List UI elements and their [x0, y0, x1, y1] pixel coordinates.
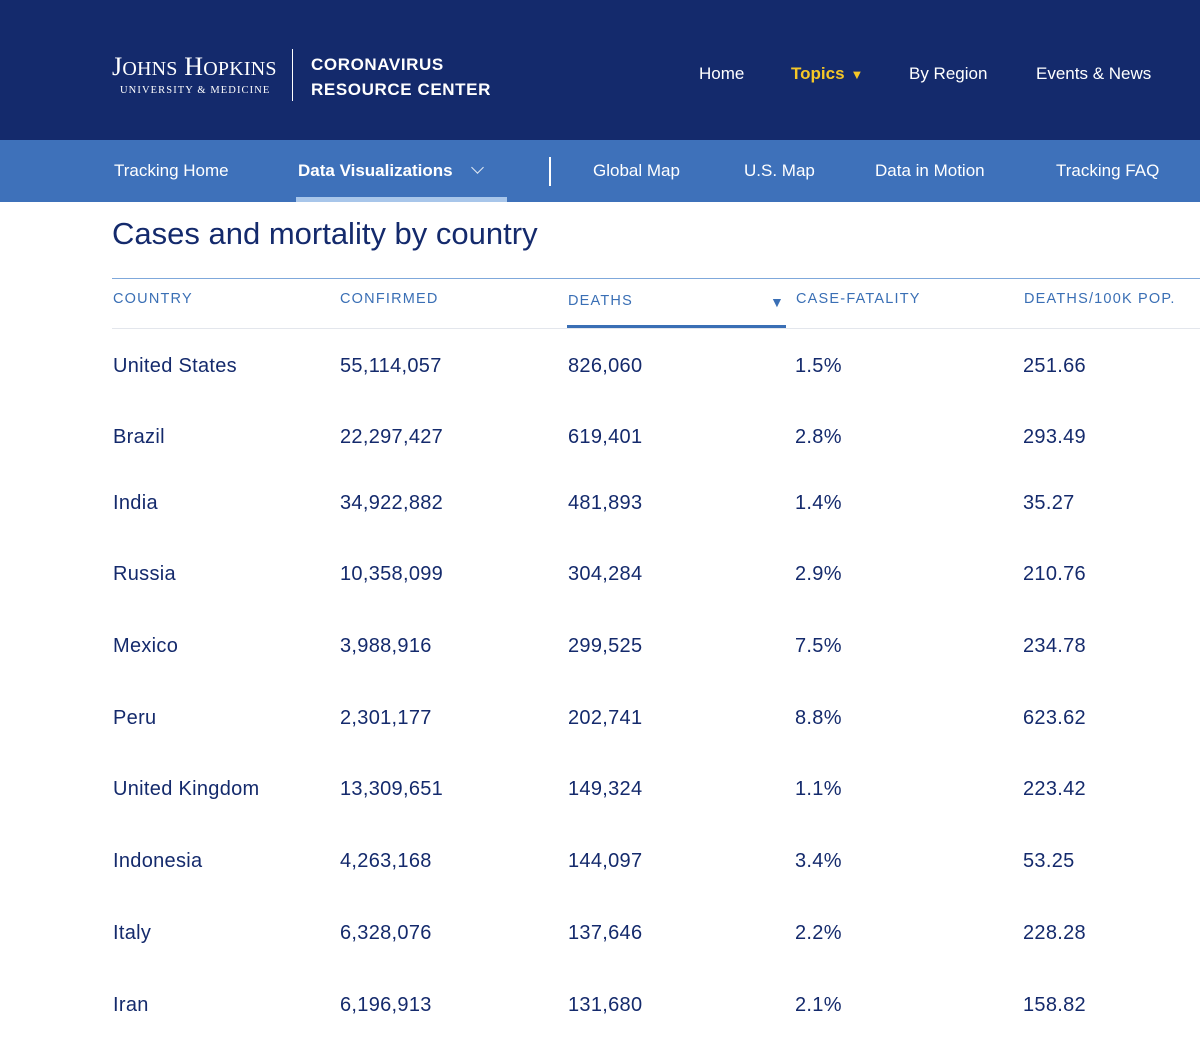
- cell-confirmed: 4,263,168: [340, 850, 432, 873]
- cell-confirmed: 10,358,099: [340, 563, 444, 586]
- cell-country: Brazil: [113, 425, 165, 448]
- cell-deaths-per-100k: 223.42: [1023, 778, 1086, 801]
- cell-deaths-per-100k: 53.25: [1023, 850, 1075, 873]
- subnav-global-map[interactable]: Global Map: [593, 161, 680, 180]
- subnav-data-visualizations-label: Data Visualizations: [298, 161, 453, 180]
- cell-case-fatality: 2.9%: [795, 563, 842, 586]
- cell-deaths-per-100k: 234.78: [1023, 635, 1086, 658]
- logo-main-text: JOHNS HOPKINS: [112, 52, 277, 81]
- cell-deaths-per-100k: 293.49: [1023, 425, 1086, 448]
- cell-deaths: 144,097: [568, 850, 643, 873]
- table-row[interactable]: Mexico 3,988,916 299,525 7.5% 234.78: [112, 611, 1200, 683]
- table-body: United States 55,114,057 826,060 1.5% 25…: [112, 331, 1200, 1041]
- cell-deaths: 619,401: [568, 425, 643, 448]
- cell-deaths: 137,646: [568, 921, 643, 944]
- sort-descending-icon[interactable]: ▼: [770, 294, 784, 310]
- cell-country: Mexico: [113, 635, 179, 658]
- cell-deaths-per-100k: 228.28: [1023, 921, 1086, 944]
- cell-case-fatality: 8.8%: [795, 706, 842, 729]
- active-tab-indicator: [296, 197, 507, 202]
- tracking-subnav: [0, 140, 1200, 202]
- cell-case-fatality: 1.4%: [795, 491, 842, 514]
- cell-deaths: 481,893: [568, 491, 643, 514]
- cell-deaths-per-100k: 35.27: [1023, 491, 1075, 514]
- cell-deaths: 202,741: [568, 706, 643, 729]
- table-row[interactable]: Italy 6,328,076 137,646 2.2% 228.28: [112, 898, 1200, 970]
- cell-country: United States: [113, 355, 237, 377]
- site-header: [0, 0, 1200, 140]
- cell-deaths: 149,324: [568, 778, 643, 801]
- column-header-deaths-per-100k[interactable]: DEATHS/100K POP.: [1024, 291, 1176, 307]
- nav-topics-label: Topics: [791, 64, 845, 83]
- subnav-divider: [549, 157, 551, 186]
- cell-deaths: 826,060: [568, 355, 643, 377]
- cell-deaths-per-100k: 623.62: [1023, 706, 1086, 729]
- table-row[interactable]: Brazil 22,297,427 619,401 2.8% 293.49: [112, 403, 1200, 468]
- nav-home[interactable]: Home: [699, 64, 745, 83]
- site-title[interactable]: CORONAVIRUS RESOURCE CENTER: [311, 52, 491, 102]
- nav-events-news[interactable]: Events & News: [1036, 64, 1152, 83]
- cell-deaths-per-100k: 210.76: [1023, 563, 1086, 586]
- cell-deaths: 131,680: [568, 993, 643, 1016]
- cell-confirmed: 55,114,057: [340, 355, 442, 377]
- table-row[interactable]: India 34,922,882 481,893 1.4% 35.27: [112, 468, 1200, 540]
- cell-deaths-per-100k: 251.66: [1023, 355, 1086, 377]
- column-header-case-fatality[interactable]: CASE-FATALITY: [796, 291, 921, 307]
- cell-deaths: 299,525: [568, 635, 643, 658]
- cell-country: Italy: [113, 921, 152, 944]
- cell-country: Indonesia: [113, 850, 203, 873]
- site-title-line1: CORONAVIRUS: [311, 55, 444, 74]
- cell-confirmed: 22,297,427: [340, 425, 444, 448]
- table-row[interactable]: Peru 2,301,177 202,741 8.8% 623.62: [112, 683, 1200, 755]
- subnav-us-map[interactable]: U.S. Map: [744, 161, 815, 180]
- subnav-data-in-motion[interactable]: Data in Motion: [875, 161, 985, 180]
- table-row[interactable]: Russia 10,358,099 304,284 2.9% 210.76: [112, 539, 1200, 611]
- cell-case-fatality: 1.5%: [795, 355, 842, 377]
- cell-case-fatality: 1.1%: [795, 778, 842, 801]
- chevron-down-icon: [470, 161, 484, 174]
- column-header-country[interactable]: COUNTRY: [113, 291, 193, 307]
- table-row[interactable]: United States 55,114,057 826,060 1.5% 25…: [112, 331, 1200, 403]
- cell-country: India: [113, 491, 158, 514]
- table-row[interactable]: United Kingdom 13,309,651 149,324 1.1% 2…: [112, 754, 1200, 826]
- cell-confirmed: 34,922,882: [340, 491, 444, 514]
- table-header-border: [112, 328, 1200, 329]
- caret-down-icon: ▼: [850, 67, 864, 82]
- cell-confirmed: 6,328,076: [340, 921, 432, 944]
- nav-by-region[interactable]: By Region: [909, 64, 988, 83]
- nav-topics[interactable]: Topics ▼: [791, 64, 863, 84]
- cell-case-fatality: 2.1%: [795, 993, 842, 1016]
- table-row[interactable]: Iran 6,196,913 131,680 2.1% 158.82: [112, 970, 1200, 1042]
- column-header-deaths[interactable]: DEATHS: [568, 293, 633, 309]
- cell-confirmed: 6,196,913: [340, 993, 432, 1016]
- table-top-border: [112, 278, 1200, 279]
- cell-country: Peru: [113, 706, 157, 729]
- cell-country: Iran: [113, 993, 149, 1016]
- cell-confirmed: 2,301,177: [340, 706, 432, 729]
- cell-case-fatality: 7.5%: [795, 635, 842, 658]
- table-row[interactable]: Indonesia 4,263,168 144,097 3.4% 53.25: [112, 826, 1200, 898]
- site-title-line2: RESOURCE CENTER: [311, 80, 491, 99]
- cell-case-fatality: 2.8%: [795, 425, 842, 448]
- logo-divider: [292, 49, 293, 101]
- cell-deaths: 304,284: [568, 563, 643, 586]
- column-header-confirmed[interactable]: CONFIRMED: [340, 291, 439, 307]
- cell-confirmed: 3,988,916: [340, 635, 432, 658]
- cell-case-fatality: 3.4%: [795, 850, 842, 873]
- sorted-column-indicator: [567, 325, 786, 328]
- cell-case-fatality: 2.2%: [795, 921, 842, 944]
- cell-confirmed: 13,309,651: [340, 778, 444, 801]
- page-title: Cases and mortality by country: [112, 216, 538, 251]
- logo-sub-text: UNIVERSITY & MEDICINE: [120, 85, 271, 96]
- cell-deaths-per-100k: 158.82: [1023, 993, 1086, 1016]
- cell-country: United Kingdom: [113, 778, 260, 801]
- subnav-tracking-home[interactable]: Tracking Home: [114, 161, 229, 180]
- subnav-tracking-faq[interactable]: Tracking FAQ: [1056, 161, 1160, 180]
- cell-country: Russia: [113, 563, 176, 586]
- subnav-data-visualizations[interactable]: Data Visualizations: [298, 161, 484, 181]
- johns-hopkins-logo[interactable]: JOHNS HOPKINS UNIVERSITY & MEDICINE: [112, 54, 277, 98]
